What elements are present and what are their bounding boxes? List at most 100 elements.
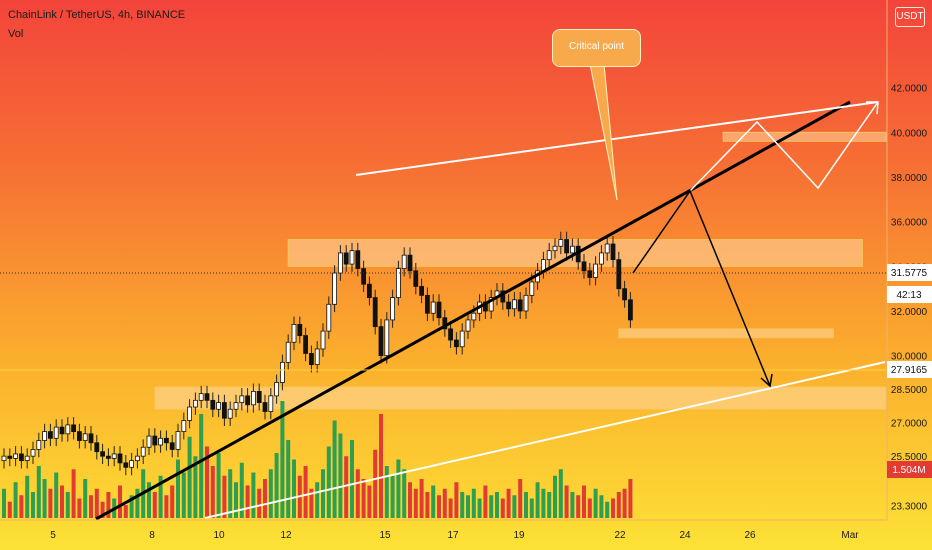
projection-up-path bbox=[689, 101, 879, 192]
candle-body bbox=[106, 455, 111, 459]
price-axis[interactable]: 42.000040.000038.000036.000034.000032.00… bbox=[886, 0, 932, 520]
volume-bar bbox=[228, 469, 233, 518]
candle bbox=[198, 385, 204, 409]
price-tick-label: 23.3000 bbox=[891, 501, 928, 512]
candle bbox=[361, 260, 367, 293]
candle-body bbox=[192, 399, 198, 408]
volume-bar bbox=[135, 488, 140, 518]
volume-tag-bg bbox=[887, 461, 932, 478]
trend-line-main bbox=[95, 100, 851, 521]
volume-bar bbox=[332, 420, 337, 518]
volume-bar bbox=[442, 488, 447, 518]
volume-bar bbox=[94, 488, 99, 518]
candle-body bbox=[111, 453, 117, 459]
candle-body bbox=[390, 297, 396, 321]
time-axis[interactable]: 5 8 10 12 15 17 19 22 24 26 Mar bbox=[0, 519, 887, 541]
candle bbox=[65, 417, 71, 442]
candle bbox=[1, 448, 7, 469]
candle bbox=[622, 280, 627, 308]
volume-bar bbox=[338, 433, 343, 518]
candle-body bbox=[448, 328, 454, 341]
candle-body bbox=[181, 420, 187, 432]
volume-bar bbox=[89, 495, 93, 518]
volume-bar bbox=[303, 466, 308, 518]
candle-body bbox=[30, 449, 36, 457]
volume-bar bbox=[222, 475, 227, 518]
volume-bar bbox=[524, 492, 528, 518]
candle-body bbox=[152, 435, 158, 446]
candle-body bbox=[378, 326, 384, 357]
candle-body bbox=[24, 455, 30, 462]
time-tick-label: 8 bbox=[149, 530, 155, 541]
candle-body bbox=[198, 393, 204, 401]
candle-body bbox=[465, 319, 471, 332]
volume-bar bbox=[454, 482, 459, 518]
candle-body bbox=[117, 453, 123, 464]
candle-body bbox=[337, 252, 343, 274]
candle-body bbox=[349, 250, 355, 265]
volume-bar bbox=[210, 466, 215, 518]
volume-bar bbox=[123, 505, 128, 518]
volume-bar bbox=[466, 495, 470, 518]
candle-body bbox=[366, 283, 372, 299]
candle-body bbox=[53, 426, 59, 439]
candle bbox=[628, 292, 633, 328]
candle-body bbox=[262, 402, 268, 412]
candle bbox=[134, 448, 140, 469]
candle-body bbox=[529, 281, 535, 296]
candle-body bbox=[419, 286, 425, 296]
volume-bar bbox=[512, 495, 517, 518]
volume-bar bbox=[350, 440, 354, 518]
level-tag: 27.9165 bbox=[891, 365, 928, 376]
volume-bar bbox=[384, 466, 389, 518]
candle-body bbox=[616, 259, 622, 290]
candle-body bbox=[256, 390, 262, 403]
candle bbox=[42, 423, 47, 449]
projection-down-path bbox=[632, 189, 771, 387]
candle-body bbox=[291, 323, 297, 343]
candle-body bbox=[59, 426, 65, 435]
volume-bar bbox=[25, 475, 30, 518]
volume-bar bbox=[425, 492, 430, 518]
candle bbox=[303, 327, 309, 362]
volume-bar bbox=[205, 446, 209, 518]
volume-bar bbox=[181, 472, 186, 518]
volume-bar bbox=[628, 479, 633, 518]
volume-tag: 1.504M bbox=[892, 465, 925, 476]
candle-body bbox=[279, 361, 285, 383]
time-tick-label: 5 bbox=[50, 530, 56, 541]
candle-body bbox=[343, 252, 349, 265]
volume-bar bbox=[106, 492, 111, 518]
volume-bar bbox=[274, 453, 279, 518]
candle bbox=[343, 245, 349, 272]
volume-bar bbox=[477, 498, 482, 518]
volume-bar bbox=[257, 488, 262, 518]
price-tick-label: 40.0000 bbox=[891, 128, 928, 139]
volume-bar bbox=[373, 449, 378, 518]
volume-bar bbox=[100, 501, 105, 518]
volume-bar bbox=[42, 479, 47, 518]
volume-bar bbox=[268, 469, 273, 518]
candle bbox=[152, 428, 158, 453]
countdown-tag-bg bbox=[887, 286, 932, 303]
volume-bar bbox=[564, 485, 569, 518]
volume-bar bbox=[118, 485, 122, 518]
volume-bar bbox=[367, 485, 372, 518]
volume-bar bbox=[448, 498, 453, 518]
candle bbox=[390, 289, 396, 328]
volume-bar bbox=[245, 485, 250, 518]
candle bbox=[256, 383, 262, 411]
volume-bar bbox=[413, 488, 418, 518]
candle bbox=[268, 388, 274, 420]
candle bbox=[106, 448, 111, 467]
time-tick-label: 26 bbox=[744, 530, 756, 541]
symbol-title: ChainLink / TetherUS, 4h, BINANCE bbox=[8, 9, 186, 21]
time-tick-label: 24 bbox=[679, 530, 691, 541]
level-tag-bg bbox=[887, 361, 932, 378]
candle bbox=[94, 434, 100, 460]
volume-bar bbox=[321, 469, 325, 518]
currency-badge[interactable]: USDT bbox=[895, 7, 925, 27]
volume-bar bbox=[605, 501, 610, 518]
candle-body bbox=[245, 395, 251, 406]
